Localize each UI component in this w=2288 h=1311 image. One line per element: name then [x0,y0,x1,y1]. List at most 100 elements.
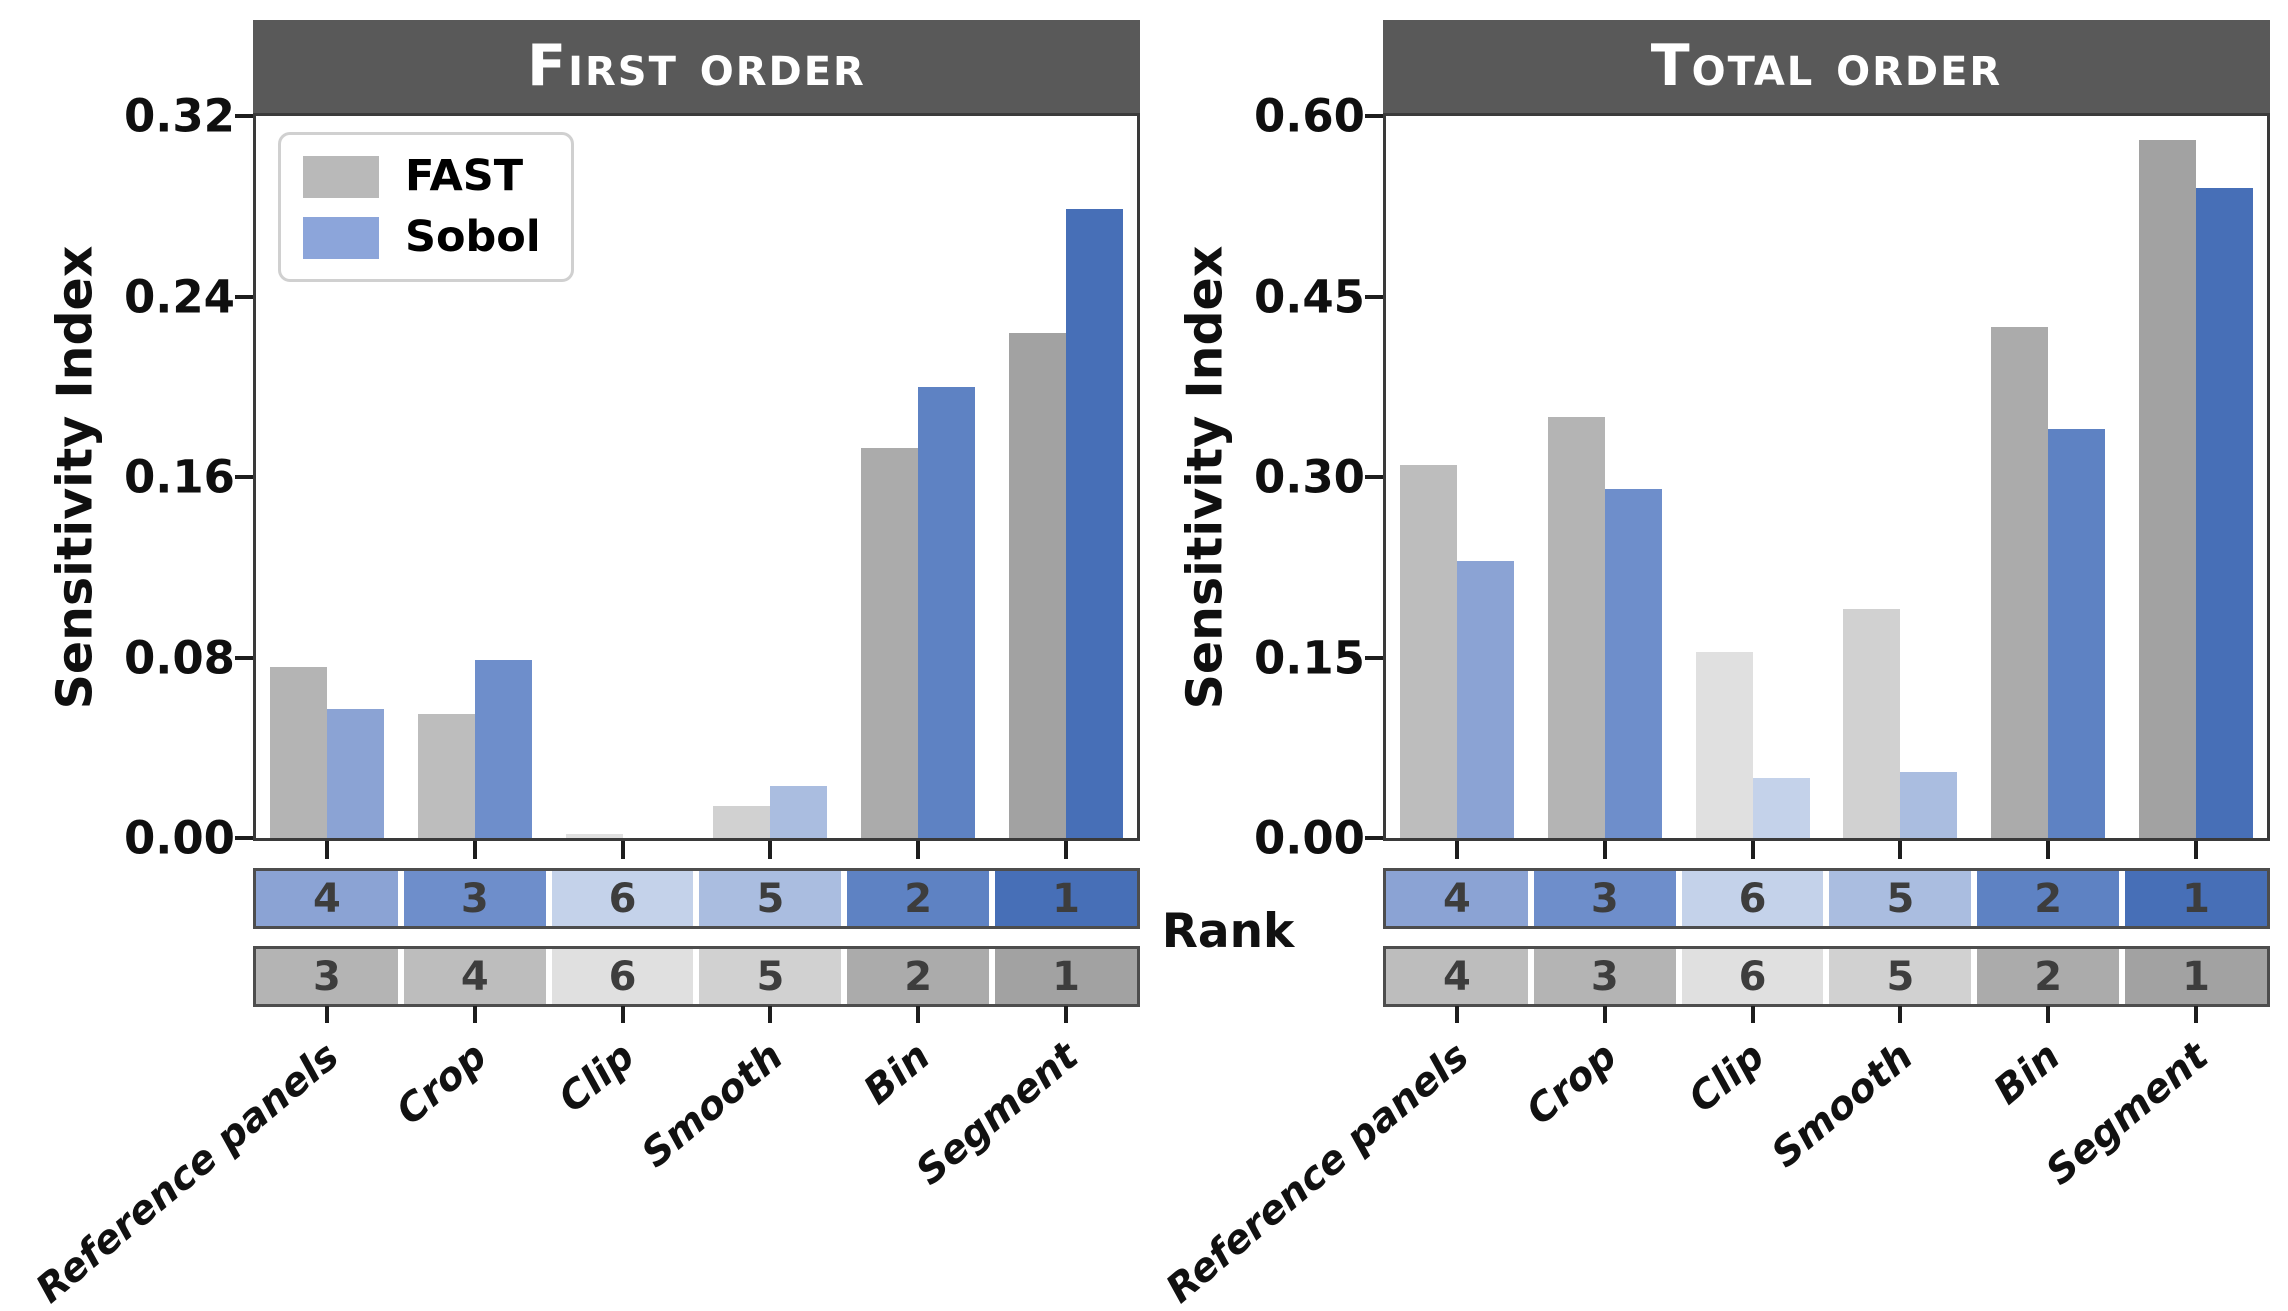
bar-sobol-smooth [770,786,828,838]
category-label-clip: Clip [1680,1033,1774,1122]
category-label-segment: Segment [908,1033,1088,1195]
bar-fast-crop [1547,416,1605,838]
x-tick-clip [620,841,625,859]
x-tick-smooth [768,841,773,859]
category-label-bin: Bin [1986,1033,2070,1114]
rank-cell-fast-6: 1 [2125,949,2267,1004]
bar-sobol-bin [918,386,976,838]
bar-fast-clip [565,833,623,838]
y-tick-label-0.00: 0.00 [1253,811,1365,865]
rank-cell-sobol-3: 6 [1681,871,1824,926]
x-tick-reference-panels [324,841,329,859]
bar-sobol-clip [1752,777,1810,838]
rank-tick-bin [916,1006,921,1023]
rank-cell-sobol-6: 1 [2125,871,2267,926]
y-tick-label-0.24: 0.24 [123,270,235,323]
y-tick-mark-0.16 [235,475,253,479]
bar-fast-crop [417,713,475,838]
bar-fast-bin [861,447,919,838]
x-tick-crop [1602,841,1607,859]
rank-cell-fast-1: 3 [256,949,398,1004]
rank-tick-segment [2194,1006,2199,1023]
rank-cell-fast-3: 6 [1681,949,1824,1004]
rank-cell-fast-5: 2 [847,949,990,1004]
rank-cell-fast-3: 6 [551,949,694,1004]
y-tick-mark-0.30 [1365,475,1383,479]
bar-sobol-crop [474,659,532,838]
rank-cell-sobol-4: 5 [699,871,842,926]
bar-fast-smooth [713,806,771,838]
x-tick-bin [916,841,921,859]
panel-title: Total order [1650,33,2003,99]
legend-item-fast: FAST [303,155,541,198]
bar-sobol-segment [2196,188,2254,838]
legend-label-sobol: Sobol [405,212,541,262]
rank-tick-bin [2046,1006,2051,1023]
rank-tick-clip [620,1006,625,1023]
panel-first-order: Sensitivity Index First order FAST Sobol… [28,0,1140,1311]
y-tick-mark-0.00 [1365,836,1383,840]
rank-cell-sobol-5: 2 [847,871,990,926]
panel-title-band: Total order [1383,20,2270,113]
x-tick-segment [1064,841,1069,859]
y-tick-label-0.60: 0.60 [1253,89,1365,143]
y-tick-mark-0.24 [235,294,253,299]
bar-sobol-reference-panels [326,709,384,838]
bar-sobol-segment [1066,208,1124,838]
bar-fast-segment [1009,332,1067,838]
x-tick-smooth [1898,841,1903,859]
y-tick-mark-0.00 [235,836,253,840]
bar-fast-segment [2139,140,2197,838]
legend-label-fast: FAST [405,151,524,201]
category-label-crop: Crop [388,1033,496,1135]
category-label-smooth: Smooth [633,1033,792,1177]
y-tick-label-0.08: 0.08 [123,631,235,684]
y-tick-label-0.45: 0.45 [1253,270,1365,323]
sobol-swatch-icon [303,216,379,259]
category-label-segment: Segment [2038,1033,2218,1195]
y-tick-mark-0.32 [235,114,253,118]
y-tick-mark-0.15 [1365,655,1383,660]
rank-cell-sobol-4: 5 [1829,871,1972,926]
bar-fast-clip [1695,651,1753,838]
y-tick-label-0.15: 0.15 [1253,631,1365,684]
rank-cell-sobol-3: 6 [551,871,694,926]
bar-sobol-smooth [1900,771,1958,838]
rank-tick-clip [1750,1006,1755,1023]
bar-sobol-bin [2048,428,2106,838]
bar-sobol-reference-panels [1456,561,1514,838]
rank-tick-smooth [1898,1006,1903,1023]
rank-tick-reference-panels [324,1006,329,1023]
bar-fast-reference-panels [1399,465,1457,838]
rank-tick-crop [1602,1006,1607,1023]
panel-title: First order [527,33,866,99]
rank-cell-sobol-2: 3 [1533,871,1676,926]
rank-tick-segment [1064,1006,1069,1023]
x-tick-crop [472,841,477,859]
fast-swatch-icon [303,155,379,198]
rank-cell-sobol-5: 2 [1977,871,2120,926]
rank-cell-fast-1: 4 [1386,949,1528,1004]
legend-item-sobol: Sobol [303,216,541,259]
rank-axis-label: Rank [1161,904,1295,959]
x-tick-segment [2194,841,2199,859]
rank-cell-fast-2: 3 [1533,949,1676,1004]
plot-area [1383,113,2270,841]
rank-tick-reference-panels [1454,1006,1459,1023]
category-label-reference-panels: Reference panels [1158,1033,1478,1311]
y-tick-label-0.30: 0.30 [1253,450,1365,504]
bar-fast-bin [1991,326,2049,838]
category-label-bin: Bin [856,1033,940,1114]
rank-tick-crop [472,1006,477,1023]
y-tick-mark-0.08 [235,655,253,660]
category-label-smooth: Smooth [1763,1033,1922,1177]
rank-cell-fast-4: 5 [699,949,842,1004]
y-tick-mark-0.60 [1365,114,1383,118]
bar-fast-smooth [1843,609,1901,838]
rank-cell-fast-6: 1 [995,949,1137,1004]
